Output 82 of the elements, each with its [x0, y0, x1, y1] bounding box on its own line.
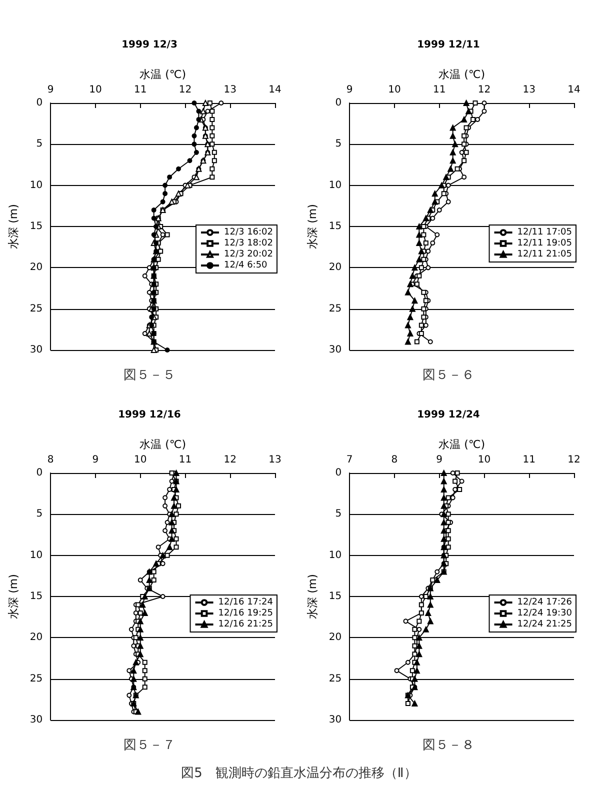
legend-label: 12/11 19:05 [517, 238, 572, 248]
legend-label: 12/16 19:25 [218, 608, 273, 618]
x-tick-label: 11 [134, 84, 147, 96]
x-tick-label: 8 [391, 454, 398, 466]
chart-title: 1999 12/16 [118, 410, 181, 420]
x-axis-title: 水温 (℃) [140, 438, 186, 452]
y-axis-title: 水深 (m) [306, 204, 319, 249]
y-tick-label: 5 [335, 138, 342, 150]
x-axis-title: 水温 (℃) [140, 68, 186, 82]
x-tick-label: 14 [268, 84, 282, 96]
y-axis-title: 水深 (m) [306, 574, 319, 619]
legend-label: 12/3 20:02 [224, 250, 274, 260]
chart-title: 1999 12/24 [417, 410, 480, 420]
x-tick-label: 10 [478, 454, 491, 466]
x-tick-label: 12 [224, 454, 236, 466]
legend-label: 12/3 16:02 [224, 228, 274, 238]
x-tick-label: 12 [568, 454, 580, 466]
legend-label: 12/24 21:25 [517, 620, 572, 630]
legend-label: 12/11 17:05 [517, 228, 572, 238]
y-tick-label: 25 [328, 303, 342, 314]
x-tick-label: 13 [268, 454, 282, 466]
y-tick-label: 20 [328, 632, 342, 644]
x-tick-label: 11 [178, 454, 192, 466]
x-tick-label: 8 [47, 454, 54, 466]
y-tick-label: 20 [30, 632, 43, 644]
x-axis-title: 水温 (℃) [438, 68, 486, 82]
y-tick-label: 10 [328, 550, 342, 561]
y-tick-label: 5 [36, 508, 43, 520]
y-tick-label: 25 [30, 673, 43, 684]
x-tick-label: 13 [522, 84, 536, 96]
y-tick-label: 25 [30, 303, 43, 314]
y-axis-title: 水深 (m) [7, 204, 20, 249]
y-tick-label: 30 [328, 344, 342, 356]
y-tick-label: 30 [30, 714, 43, 726]
x-tick-label: 9 [47, 84, 54, 96]
y-tick-label: 10 [30, 550, 43, 561]
y-tick-label: 5 [36, 138, 43, 150]
x-tick-label: 10 [89, 84, 102, 96]
legend-label: 12/3 18:02 [224, 238, 274, 248]
caption: 図5 観測時の鉛直水温分布の推移（Ⅱ） [180, 765, 418, 782]
y-tick-label: 10 [328, 180, 342, 191]
caption: 図５－６ [422, 368, 474, 383]
x-tick-label: 14 [568, 84, 580, 96]
y-tick-label: 15 [328, 591, 342, 602]
y-tick-label: 0 [36, 98, 43, 108]
caption: 図５－８ [422, 738, 474, 753]
y-tick-label: 30 [30, 344, 43, 356]
chart-title: 1999 12/3 [122, 40, 178, 50]
x-tick-label: 13 [224, 84, 236, 96]
y-tick-label: 20 [30, 262, 43, 274]
y-tick-label: 5 [335, 508, 342, 520]
y-tick-label: 0 [36, 468, 43, 478]
y-tick-label: 15 [30, 221, 43, 232]
y-tick-label: 15 [328, 221, 342, 232]
y-axis-title: 水深 (m) [7, 574, 20, 619]
x-tick-label: 11 [433, 84, 446, 96]
legend-label: 12/16 17:24 [218, 598, 274, 608]
x-tick-label: 9 [92, 454, 99, 466]
legend-label: 12/4 6:50 [224, 260, 268, 270]
x-tick-label: 9 [436, 454, 443, 466]
y-tick-label: 20 [328, 262, 342, 274]
x-tick-label: 10 [134, 454, 147, 466]
caption: 図５－５ [124, 368, 176, 383]
chart-title: 1999 12/11 [417, 40, 480, 50]
y-tick-label: 10 [30, 180, 43, 191]
y-tick-label: 30 [328, 714, 342, 726]
caption: 図５－７ [124, 738, 176, 753]
x-tick-label: 7 [346, 454, 353, 466]
x-tick-label: 12 [178, 84, 192, 96]
legend-label: 12/11 21:05 [517, 250, 572, 260]
legend-label: 12/24 17:26 [517, 598, 572, 608]
legend-label: 12/16 21:25 [218, 620, 273, 630]
y-tick-label: 15 [30, 591, 43, 602]
x-tick-label: 10 [388, 84, 401, 96]
y-tick-label: 25 [328, 673, 342, 684]
x-tick-label: 9 [346, 84, 353, 96]
x-tick-label: 12 [478, 84, 491, 96]
y-tick-label: 0 [335, 468, 342, 478]
y-tick-label: 0 [335, 98, 342, 108]
x-axis-title: 水温 (℃) [438, 438, 486, 452]
x-tick-label: 11 [522, 454, 536, 466]
legend-label: 12/24 19:30 [517, 608, 572, 618]
